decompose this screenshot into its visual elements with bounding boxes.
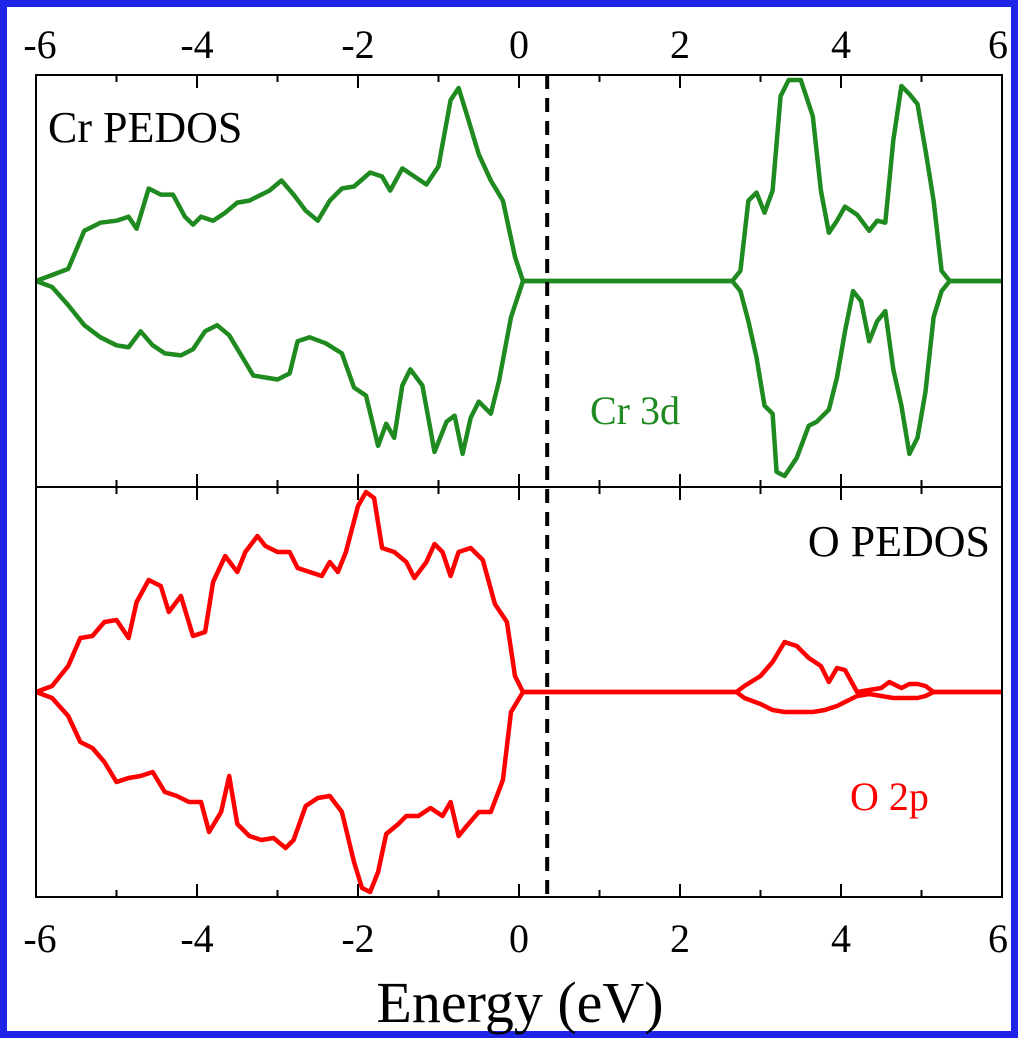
- plot-area: [35, 74, 1003, 898]
- series-label-o-2p: O 2p: [850, 774, 929, 819]
- x-tick-label-top: 4: [831, 22, 851, 67]
- x-tick-label-bottom: 2: [670, 916, 690, 961]
- panel-title-o: O PEDOS: [808, 517, 990, 566]
- x-tick-label-bottom: 6: [988, 916, 1008, 961]
- axis-ticks: [35, 75, 1003, 897]
- series-line-o-2p-down: [36, 689, 1002, 895]
- x-axis-label: Energy (eV): [376, 970, 663, 1035]
- x-tick-label-bottom: -4: [180, 916, 213, 961]
- x-tick-label-bottom: 4: [831, 916, 851, 961]
- x-tick-label-top: 6: [988, 22, 1008, 67]
- x-tick-label-top: 0: [509, 22, 529, 67]
- axis-tick-labels: -6 -6 -4 -4 -2 -2 0 0 2 2 4 4 6 6: [23, 22, 1008, 961]
- x-tick-label-bottom: -6: [23, 916, 56, 961]
- series-line-o-2p-up: [36, 489, 1002, 695]
- x-tick-label-top: -2: [341, 22, 374, 67]
- x-tick-label-top: -4: [180, 22, 213, 67]
- x-tick-label-top: 2: [670, 22, 690, 67]
- series-label-cr-3d: Cr 3d: [590, 388, 680, 433]
- panel-title-cr: Cr PEDOS: [48, 103, 242, 152]
- x-tick-label-top: -6: [23, 22, 56, 67]
- x-tick-label-bottom: 0: [509, 916, 529, 961]
- x-tick-label-bottom: -2: [341, 916, 374, 961]
- series-line-cr-3d-down: [36, 278, 1002, 479]
- series-line-cr-3d-up: [36, 77, 1002, 284]
